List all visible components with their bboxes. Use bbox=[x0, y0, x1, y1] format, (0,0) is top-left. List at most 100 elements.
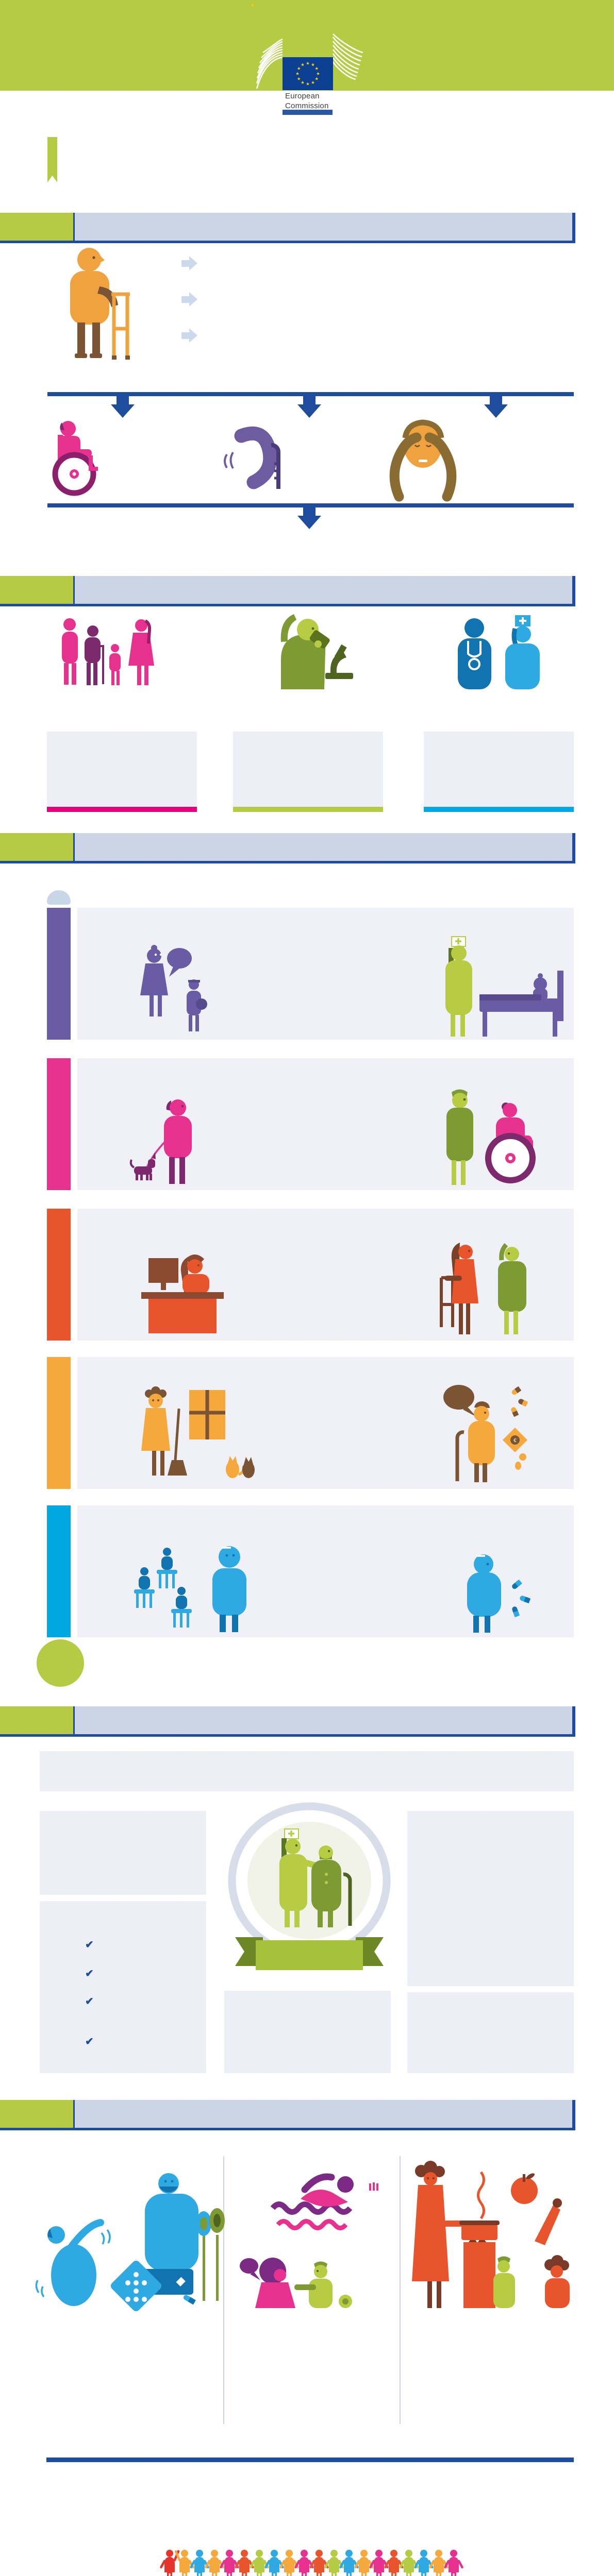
people-chain-row bbox=[160, 2548, 463, 2576]
flow-rule-2 bbox=[47, 503, 574, 507]
row-4-bar bbox=[47, 1357, 71, 1489]
logo-underline bbox=[283, 110, 333, 115]
checkmark-icon: ✔ bbox=[85, 1996, 94, 2007]
small-figures-on-stools-with-elder-icon bbox=[134, 1546, 246, 1632]
person-falling-with-cane-icon bbox=[224, 426, 281, 489]
person-icon bbox=[309, 2550, 329, 2576]
section4-left-box-1 bbox=[40, 1811, 206, 1895]
section4-left-box-2: ✔ ✔ ✔ ✔ bbox=[40, 1901, 206, 2073]
logo-text-line1: European bbox=[285, 92, 320, 100]
section-5-label-box bbox=[0, 2100, 75, 2128]
row-3-bar bbox=[47, 1209, 71, 1341]
person-icon bbox=[294, 2550, 314, 2576]
worried-person-head-in-hands-icon bbox=[389, 419, 457, 502]
person-icon bbox=[235, 2550, 254, 2576]
doctor-and-nurse-icon bbox=[458, 615, 540, 689]
section4-middle-box bbox=[224, 1991, 391, 2073]
person-icon bbox=[354, 2550, 374, 2576]
person-in-wheelchair-icon bbox=[52, 421, 98, 496]
section-2-title-bar bbox=[75, 576, 575, 604]
person-icon bbox=[399, 2550, 419, 2576]
healthy-cooking-and-food-icons bbox=[412, 2161, 570, 2308]
green-ribbon-bookmark-icon bbox=[47, 137, 57, 182]
summary-card-2 bbox=[233, 732, 383, 812]
section-header-3 bbox=[0, 833, 575, 863]
section-3-title-bar bbox=[75, 833, 575, 861]
section-5-title-bar bbox=[75, 2100, 575, 2128]
bullet-arrow-icon bbox=[181, 328, 197, 343]
person-icon bbox=[279, 2550, 299, 2576]
summary-card-1 bbox=[47, 732, 197, 812]
section-4-title-bar bbox=[75, 1706, 575, 1734]
family-with-grandparent-icon bbox=[62, 618, 154, 685]
down-arrow-icon bbox=[111, 396, 135, 418]
card-1-accent bbox=[47, 807, 197, 812]
carer-and-elder-emblem bbox=[228, 1802, 391, 1970]
person-icon bbox=[205, 2550, 224, 2576]
elder-with-walker-and-companion-icon bbox=[440, 1243, 526, 1334]
summary-card-3 bbox=[424, 732, 574, 812]
elder-dropping-pills-icon bbox=[467, 1554, 531, 1633]
down-arrow-icon bbox=[297, 507, 321, 529]
down-arrow-icon bbox=[297, 396, 321, 418]
row-2-bar bbox=[47, 1058, 71, 1190]
person-icon bbox=[220, 2550, 239, 2576]
card-3-accent bbox=[424, 807, 574, 812]
elder-with-medicines-and-money-icon: € bbox=[443, 1385, 528, 1482]
footer-rule bbox=[46, 2458, 574, 2462]
section4-right-box-2 bbox=[407, 1992, 574, 2073]
logo-text-line2: Commission bbox=[285, 101, 329, 110]
elder-pushing-wheelchair-user-icon bbox=[446, 1089, 536, 1185]
woman-with-broom-window-cats-icon bbox=[141, 1386, 255, 1478]
row-5-bar bbox=[47, 1505, 71, 1637]
person-icon bbox=[174, 2550, 194, 2576]
section-header-1 bbox=[0, 213, 575, 243]
researcher-with-microscope-icon bbox=[280, 614, 353, 689]
section-header-2 bbox=[0, 576, 575, 606]
section-4-label-box bbox=[0, 1706, 75, 1734]
flow-rule-1 bbox=[47, 392, 574, 396]
person-icon bbox=[160, 2550, 180, 2576]
grandmother-talking-with-child-icon bbox=[140, 945, 207, 1031]
person-walking-dog-icon bbox=[129, 1099, 192, 1184]
section-1-title-bar bbox=[75, 213, 575, 241]
person-icon bbox=[264, 2550, 284, 2576]
elderly-man-with-walking-frame-icon bbox=[70, 248, 130, 360]
person-icon bbox=[324, 2550, 344, 2576]
eu-flag-stars bbox=[251, 3, 320, 86]
european-commission-logo bbox=[251, 3, 363, 90]
nurse-with-patient-in-bed-icon bbox=[445, 936, 563, 1037]
person-icon bbox=[339, 2550, 359, 2576]
section-1-label-box bbox=[0, 213, 75, 241]
receptionist-at-desk-icon bbox=[141, 1255, 224, 1333]
bullet-arrow-icon bbox=[181, 256, 197, 270]
person-icon bbox=[429, 2550, 449, 2576]
column-divider bbox=[223, 2156, 224, 2424]
section-header-4 bbox=[0, 1706, 575, 1737]
checkmark-icon: ✔ bbox=[85, 1968, 94, 1979]
timeline-end-dot bbox=[37, 1639, 84, 1687]
section-3-label-box bbox=[0, 833, 75, 861]
column-divider bbox=[400, 2156, 401, 2424]
timeline-cap bbox=[47, 890, 71, 905]
person-icon bbox=[414, 2550, 434, 2576]
card-2-accent bbox=[233, 807, 383, 812]
section-header-5 bbox=[0, 2100, 575, 2130]
checkmark-icon: ✔ bbox=[85, 1939, 94, 1951]
person-icon bbox=[369, 2550, 389, 2576]
section4-right-box-1 bbox=[407, 1811, 574, 1986]
person-icon bbox=[190, 2550, 209, 2576]
logo-swoosh-right bbox=[332, 33, 363, 80]
down-arrow-icon bbox=[484, 396, 508, 418]
person-icon bbox=[444, 2550, 463, 2576]
section-2-label-box bbox=[0, 576, 75, 604]
svg-text:€: € bbox=[513, 1438, 517, 1444]
physical-activity-and-medication-icons bbox=[35, 2173, 225, 2312]
person-icon bbox=[250, 2550, 269, 2576]
person-icon bbox=[384, 2550, 404, 2576]
section4-top-bar bbox=[40, 1751, 574, 1791]
logo-swoosh-left bbox=[256, 38, 283, 89]
swimming-and-companionship-icons bbox=[240, 2173, 378, 2308]
bullet-arrow-icon bbox=[181, 292, 197, 307]
